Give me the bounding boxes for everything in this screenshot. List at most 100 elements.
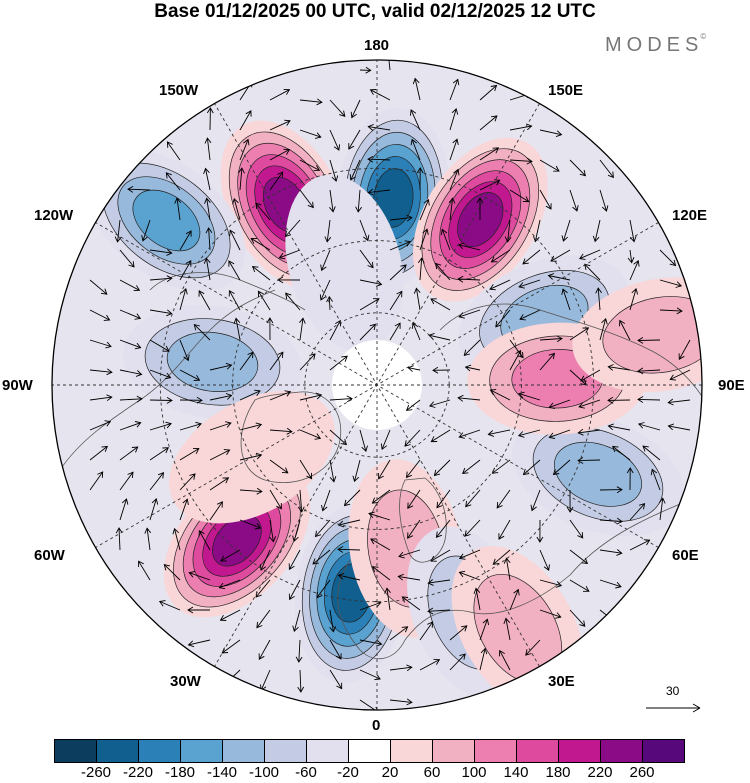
anomaly-contour	[132, 189, 201, 252]
wind-vector	[626, 467, 634, 491]
coastline-northamerica	[59, 289, 276, 471]
wind-vector	[228, 260, 241, 281]
wind-vector	[278, 249, 301, 260]
wind-vector	[269, 88, 291, 101]
wind-vector	[179, 448, 200, 461]
colorbar-tick-label: -20	[337, 764, 359, 781]
wind-vector	[297, 669, 305, 693]
colorbar-tick-label: 100	[461, 764, 487, 781]
wind-vector	[149, 498, 159, 521]
wind-vector	[359, 298, 380, 311]
wind-vectors	[89, 60, 691, 710]
wind-vector	[427, 607, 451, 615]
wind-vector	[539, 609, 562, 619]
wind-vector	[187, 606, 210, 614]
wind-vector	[548, 399, 571, 410]
wind-vector	[320, 249, 331, 272]
wind-vector	[659, 249, 677, 267]
wind-vector	[522, 459, 541, 476]
wind-vector	[607, 396, 631, 404]
wind-vector	[239, 487, 263, 495]
wind-vector	[449, 168, 460, 191]
anomaly-center	[285, 174, 404, 352]
anomaly-contour	[166, 331, 259, 392]
wind-vector	[410, 138, 421, 161]
wind-vector	[203, 167, 211, 191]
wind-vector	[479, 647, 488, 671]
wind-vector	[89, 309, 111, 321]
colorbar-swatch	[390, 739, 433, 763]
wind-vector	[637, 422, 661, 431]
anomaly-contour	[212, 514, 262, 567]
wind-vector	[627, 249, 635, 264]
wind-vector	[350, 99, 361, 119]
wind-vector	[536, 519, 544, 543]
colorbar-swatch	[306, 739, 349, 763]
wind-vector	[539, 159, 560, 172]
wind-vector	[179, 287, 188, 311]
wind-vector	[288, 549, 301, 571]
wind-vector	[592, 219, 601, 243]
wind-vector	[149, 421, 172, 431]
wind-vector	[566, 489, 574, 513]
wind-vector	[401, 596, 421, 611]
wind-vector	[239, 138, 250, 161]
wind-vector	[316, 579, 331, 599]
colorbar-tick-label: -140	[206, 764, 238, 781]
wind-vector	[359, 429, 368, 453]
wind-vector	[198, 290, 211, 311]
wind-vector	[530, 489, 541, 512]
wind-vector	[389, 626, 409, 641]
wind-vector	[427, 579, 451, 586]
wind-vector	[476, 197, 484, 220]
wind-vector	[440, 228, 451, 251]
wind-vector	[637, 337, 661, 344]
wind-vector	[266, 317, 274, 341]
wind-vector	[407, 519, 421, 539]
colorbar-tick-label: 140	[503, 764, 529, 781]
colorbar-tick-label: -100	[248, 764, 280, 781]
wind-vector	[149, 275, 173, 282]
wind-vector	[430, 298, 451, 311]
wind-vector	[449, 625, 468, 641]
wind-vector	[149, 472, 165, 491]
wind-vector	[205, 227, 213, 251]
wind-vector	[329, 319, 342, 341]
wind-vector	[619, 319, 631, 341]
wind-vector	[349, 159, 361, 181]
anomaly-layer	[87, 108, 702, 710]
wind-vector	[321, 489, 331, 512]
wind-vector	[119, 369, 143, 377]
wind-vector	[238, 167, 245, 191]
wind-vector	[479, 147, 500, 161]
wind-vector	[299, 353, 316, 371]
wind-vector	[165, 172, 181, 191]
chart-title: Base 01/12/2025 00 UTC, valid 02/12/2025…	[154, 1, 596, 22]
polar-map	[51, 59, 703, 711]
wind-vector	[629, 502, 646, 521]
wind-vector	[539, 335, 563, 343]
wind-vector	[389, 214, 413, 222]
wind-vector	[464, 519, 481, 537]
wind-vector	[389, 664, 413, 672]
wind-vector	[269, 390, 292, 401]
wind-vector	[498, 649, 511, 671]
wind-vector	[599, 517, 623, 525]
wind-vector	[580, 369, 601, 382]
wind-vector	[509, 349, 522, 371]
wind-vector	[578, 249, 601, 260]
wind-vector	[370, 538, 391, 551]
wind-vector	[436, 489, 451, 509]
wind-vector	[163, 563, 181, 581]
wind-vector	[209, 362, 233, 371]
colorbar-swatch	[54, 739, 97, 763]
lon-label-60w: 60W	[34, 547, 65, 564]
wind-vector	[149, 249, 173, 256]
modes-logo: MODES©	[605, 32, 709, 57]
wind-vector	[204, 137, 212, 161]
wind-vector	[188, 571, 211, 581]
wind-vector	[343, 489, 361, 507]
coastlines	[59, 272, 702, 659]
wind-vector	[458, 549, 481, 560]
wind-vector	[398, 549, 421, 559]
